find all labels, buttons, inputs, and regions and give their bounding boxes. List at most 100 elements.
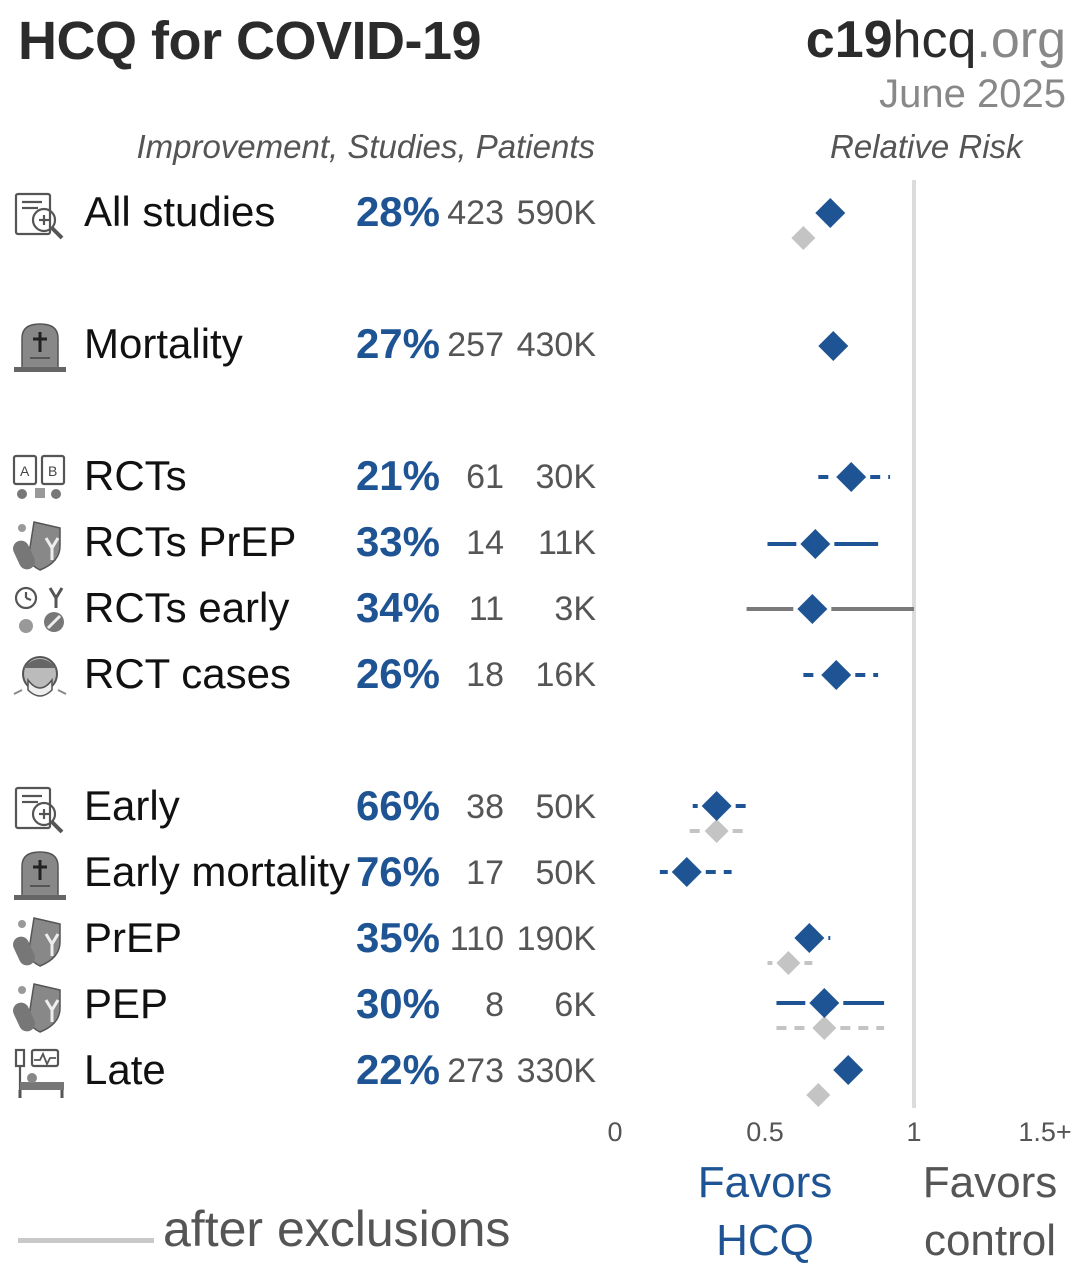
- row-patients: 590K: [516, 194, 596, 232]
- sick-person-icon: [13, 656, 67, 697]
- favors-hcq-label: Favors HCQ: [695, 1154, 835, 1270]
- row-early-mortality: Early mortality 76% 17 50K: [0, 844, 610, 904]
- row-improvement: 66%: [355, 782, 440, 829]
- row-improvement: 28%: [355, 188, 440, 235]
- row-studies: 38: [466, 788, 504, 826]
- rr-diamond: [821, 660, 852, 690]
- row-improvement: 30%: [355, 980, 440, 1027]
- rr-diamond: [701, 791, 732, 821]
- row-rcts-early: RCTs early 34% 11 3K: [0, 580, 610, 640]
- site-name-mid: hcq: [892, 11, 977, 69]
- document-search-icon: [14, 192, 64, 240]
- rr-diamond: [797, 594, 828, 624]
- row-studies: 273: [447, 1052, 504, 1090]
- rr-diamond: [818, 331, 849, 361]
- row-improvement: 33%: [355, 518, 440, 565]
- site-name[interactable]: c19hcq.org: [806, 10, 1066, 70]
- row-patients: 50K: [535, 854, 597, 892]
- row-studies: 61: [466, 458, 504, 496]
- row-patients: 190K: [516, 920, 596, 958]
- tombstone-icon: [14, 323, 66, 372]
- row-patients: 3K: [554, 590, 596, 628]
- rr-diamond: [800, 529, 831, 559]
- row-patients: 11K: [538, 524, 596, 562]
- row-studies: 110: [449, 920, 504, 958]
- row-prep: PrEP 35% 110 190K: [0, 910, 610, 970]
- row-label: RCTs early: [84, 584, 290, 631]
- rr-diamond: [794, 923, 825, 953]
- row-patients: 50K: [535, 788, 597, 826]
- row-rcts-prep: RCTs PrEP 33% 14 11K: [0, 514, 610, 574]
- row-label: RCTs: [84, 452, 187, 499]
- row-pep: PEP 30% 8 6K: [0, 976, 610, 1036]
- exclusions-diamond: [704, 819, 729, 843]
- row-studies: 17: [466, 854, 504, 892]
- row-patients: 6K: [554, 986, 596, 1024]
- exclusions-diamond: [776, 951, 801, 975]
- x-tick-label: 1.5+: [1018, 1117, 1072, 1147]
- legend-exclusions-line: [18, 1238, 154, 1243]
- x-tick-label: 0.5: [746, 1117, 784, 1147]
- row-studies: 423: [447, 194, 504, 232]
- x-tick-label: 0: [607, 1117, 623, 1147]
- column-header-left: Improvement, Studies, Patients: [136, 128, 595, 165]
- svg-text:B: B: [48, 463, 57, 479]
- favors-control-line1: Favors: [922, 1158, 1058, 1207]
- rr-diamond: [671, 857, 702, 887]
- row-improvement: 22%: [355, 1046, 440, 1093]
- row-early: Early 66% 38 50K: [0, 778, 610, 838]
- tombstone-icon: [14, 851, 66, 900]
- x-tick-label: 1: [906, 1117, 922, 1147]
- site-name-bold: c19: [805, 11, 893, 69]
- favors-control-label: Favors control: [915, 1154, 1065, 1270]
- row-rct-cases: RCT cases 26% 18 16K: [0, 646, 610, 706]
- rr-diamond: [809, 988, 840, 1018]
- row-label: All studies: [84, 188, 276, 235]
- row-studies: 257: [447, 326, 504, 364]
- row-mortality: Mortality 27% 257 430K: [0, 316, 610, 376]
- row-studies: 8: [485, 986, 504, 1024]
- row-studies: 18: [466, 656, 504, 694]
- row-all-studies: All studies 28% 423 590K: [0, 184, 610, 244]
- rr-diamond: [836, 462, 867, 492]
- legend-exclusions-label: after exclusions: [163, 1201, 511, 1257]
- favors-hcq-line2: HCQ: [716, 1216, 814, 1265]
- column-header-right: Relative Risk: [830, 128, 1023, 165]
- row-improvement: 26%: [355, 650, 440, 697]
- favors-control-line2: control: [923, 1216, 1057, 1265]
- row-label: Early: [84, 782, 180, 829]
- row-improvement: 76%: [355, 848, 440, 895]
- row-patients: 30K: [535, 458, 597, 496]
- favors-hcq-line1: Favors: [697, 1158, 833, 1207]
- row-improvement: 21%: [355, 452, 440, 499]
- site-name-tld: .org: [976, 11, 1066, 69]
- row-late: Late 22% 273 330K: [0, 1042, 610, 1102]
- document-search-icon: [14, 786, 64, 834]
- row-patients: 430K: [516, 326, 596, 364]
- row-label: Early mortality: [84, 848, 351, 895]
- hospital-bed-icon: [14, 1048, 64, 1098]
- page-title: HCQ for COVID-19: [18, 11, 482, 71]
- exclusions-diamond: [806, 1083, 831, 1107]
- row-label: RCT cases: [84, 650, 291, 697]
- row-label: PrEP: [84, 914, 183, 961]
- row-improvement: 35%: [355, 914, 440, 961]
- date-label: June 2025: [879, 72, 1066, 116]
- row-label: PEP: [84, 980, 169, 1027]
- row-improvement: 34%: [355, 584, 440, 631]
- exclusions-diamond: [791, 226, 816, 250]
- shield-pill-icon: [13, 917, 61, 967]
- shield-pill-icon: [13, 983, 61, 1033]
- row-patients: 330K: [516, 1052, 596, 1090]
- exclusions-diamond: [812, 1016, 837, 1040]
- row-improvement: 27%: [355, 320, 440, 367]
- row-patients: 16K: [535, 656, 597, 694]
- rr-diamond: [833, 1055, 864, 1085]
- row-studies: 14: [466, 524, 504, 562]
- row-label: Late: [84, 1046, 166, 1093]
- shield-pill-icon: [13, 521, 61, 571]
- svg-text:A: A: [20, 463, 30, 479]
- row-label: RCTs PrEP: [84, 518, 297, 565]
